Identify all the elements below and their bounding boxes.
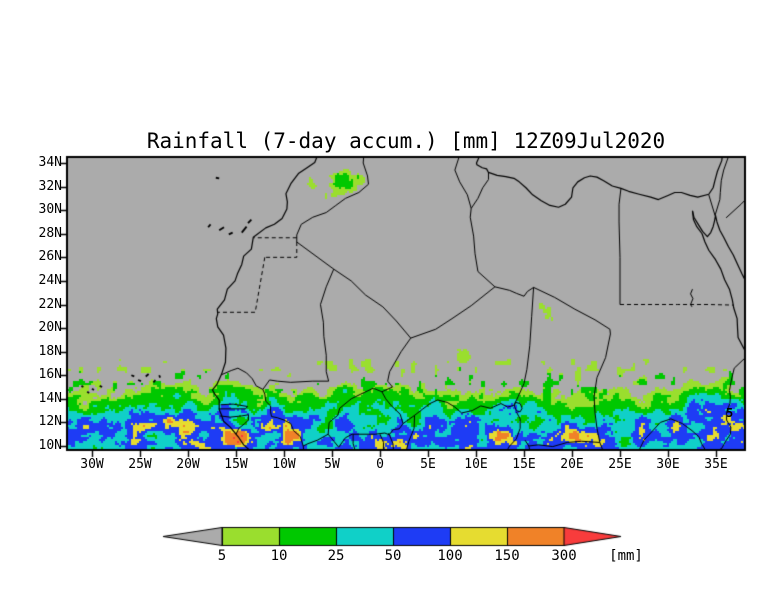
lat-tick-label-16N: 16N [38,367,62,383]
lon-tick-label-10W: 10W [272,457,296,472]
lat-tick-label-26N: 26N [38,249,62,265]
colorbar-tick-label-5: 5 [217,548,227,564]
colorbar-unit-label: [mm] [609,548,643,564]
lon-tick-label-30W: 30W [80,457,104,472]
lat-tick-label-30N: 30N [38,202,62,218]
plot-title: Rainfall (7-day accum.) [mm] 12Z09Jul202… [146,129,666,153]
lon-tick-label-0: 0 [376,457,384,472]
colorbar-tick-label-150: 150 [494,548,520,564]
colorbar-tick-label-50: 50 [384,548,402,564]
colorbar-tick-label-25: 25 [327,548,345,564]
lat-tick-label-20N: 20N [38,320,62,336]
lon-tick-label-35E: 35E [704,457,728,472]
lon-tick-label-20W: 20W [176,457,200,472]
lat-tick-label-10N: 10N [38,438,62,453]
colorbar-tick-label-300: 300 [551,548,577,564]
lon-tick-label-25W: 25W [128,457,152,472]
colorbar-tick-label-100: 100 [437,548,463,564]
lon-tick-label-30E: 30E [656,457,680,472]
lat-tick-label-28N: 28N [38,225,62,241]
lat-tick-label-14N: 14N [38,390,62,406]
lat-tick-label-12N: 12N [38,414,62,430]
lat-tick-label-18N: 18N [38,343,62,359]
lat-tick-label-34N: 34N [38,155,62,170]
colorbar-tick-label-10: 10 [270,548,288,564]
lon-tick-label-15E: 15E [512,457,536,472]
lon-tick-label-5W: 5W [324,457,340,472]
lat-tick-label-32N: 32N [38,178,62,194]
lon-tick-label-5E: 5E [420,457,436,472]
lon-tick-label-15W: 15W [224,457,248,472]
lon-tick-label-25E: 25E [608,457,632,472]
contour-label-5: 5 [725,405,734,420]
lat-tick-label-22N: 22N [38,296,62,312]
lon-tick-label-20E: 20E [560,457,584,472]
lon-tick-label-10E: 10E [464,457,488,472]
lat-tick-label-24N: 24N [38,272,62,288]
